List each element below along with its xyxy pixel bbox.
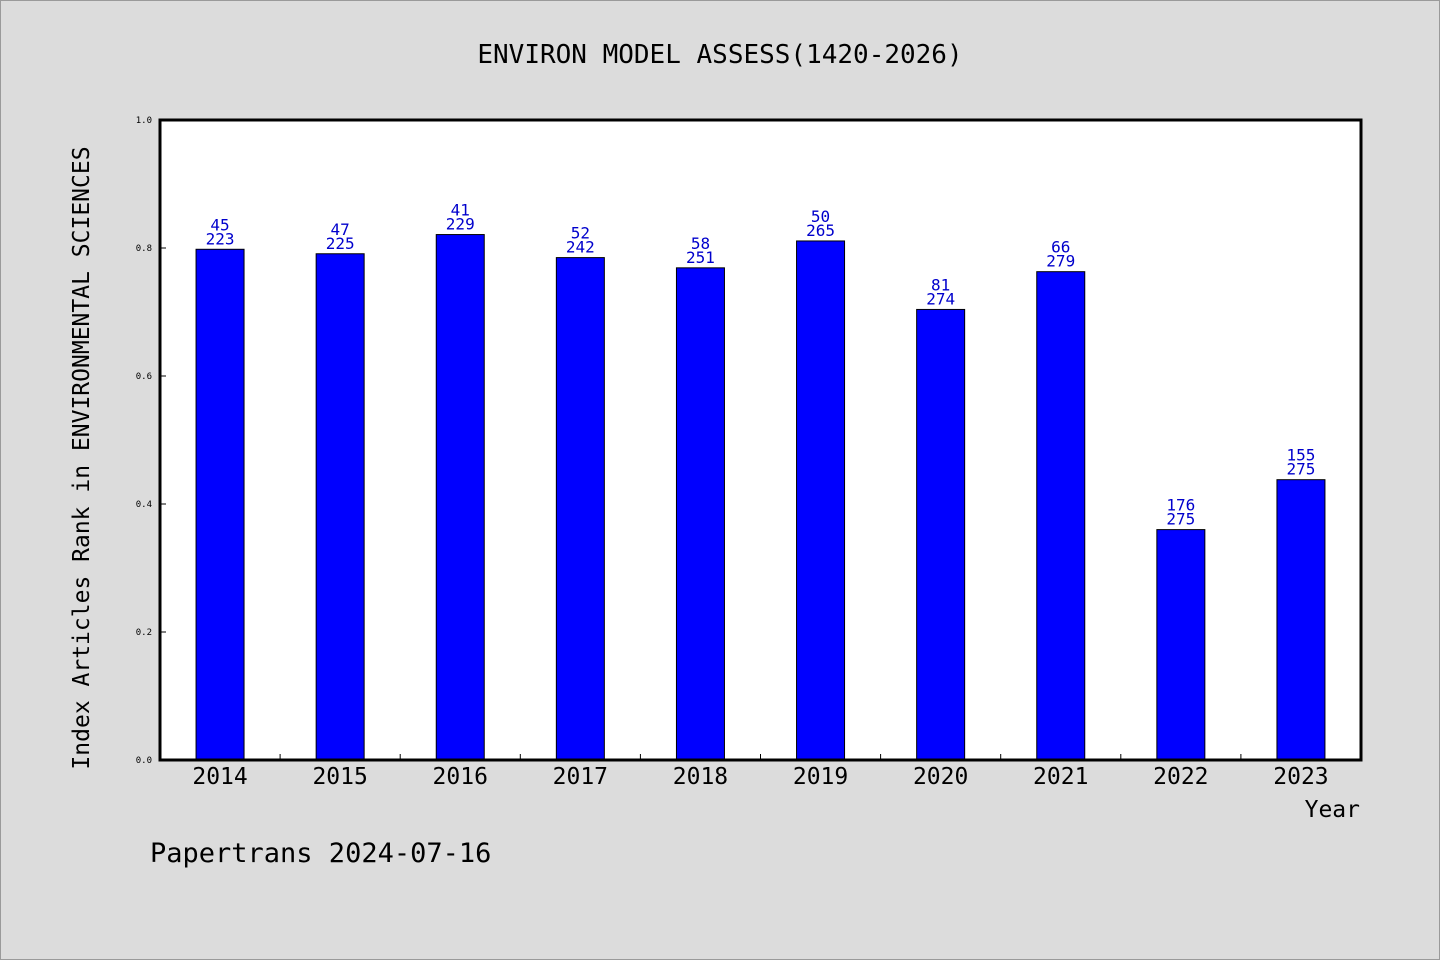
x-tick-label: 2019: [793, 764, 848, 790]
bar-total-label: 242: [566, 238, 595, 257]
x-axis-label: Year: [1305, 797, 1360, 823]
bars-layer: [195, 234, 1326, 761]
bar-total-label: 265: [806, 221, 835, 240]
chart-title: ENVIRON MODEL ASSESS(1420-2026): [477, 40, 962, 70]
bar-rank-label: 41: [451, 201, 470, 220]
bar-rank-label: 58: [691, 234, 710, 253]
bar-rank-label: 47: [331, 220, 350, 239]
bar: [1276, 479, 1326, 761]
bar-rank-label: 176: [1166, 496, 1195, 515]
bar: [796, 240, 846, 761]
x-tick-label: 2017: [553, 764, 608, 790]
bar: [435, 234, 485, 761]
bar-rank-label: 50: [811, 207, 830, 226]
y-tick-label: 0.6: [136, 372, 152, 382]
bar-total-label: 275: [1286, 460, 1315, 479]
bar-rank-label: 81: [931, 275, 950, 294]
y-tick-label: 0.8: [136, 244, 152, 254]
bar: [195, 248, 245, 761]
bar-total-label: 229: [446, 215, 475, 234]
bar: [1156, 529, 1206, 761]
bar-total-label: 279: [1046, 252, 1075, 271]
bar-rank-label: 52: [571, 224, 590, 243]
bar-total-label: 223: [206, 229, 235, 248]
bar-rank-label: 66: [1051, 238, 1070, 257]
bar: [916, 308, 966, 761]
y-tick-label: 0.0: [136, 756, 152, 766]
bar-total-label: 225: [326, 234, 355, 253]
x-tick-label: 2022: [1153, 764, 1208, 790]
bar-rank-label: 155: [1286, 446, 1315, 465]
bar: [675, 267, 725, 761]
bar: [315, 253, 365, 761]
plot-border: [158, 118, 1363, 762]
y-tick-label: 1.0: [136, 116, 152, 126]
bar: [555, 257, 605, 761]
y-tick-label: 0.2: [136, 628, 152, 638]
y-axis-label: Index Articles Rank in ENVIRONMENTAL SCI…: [69, 146, 95, 769]
x-tick-label: 2020: [913, 764, 968, 790]
x-tick-label: 2021: [1033, 764, 1088, 790]
x-tick-label: 2016: [433, 764, 488, 790]
x-tick-label: 2015: [312, 764, 367, 790]
y-tick-label: 0.4: [136, 500, 152, 510]
x-tick-label: 2018: [673, 764, 728, 790]
footer-text: Papertrans 2024-07-16: [150, 838, 491, 869]
bar-rank-label: 45: [210, 215, 229, 234]
bar-total-label: 251: [686, 248, 715, 267]
x-tick-label: 2014: [192, 764, 247, 790]
bar-total-label: 274: [926, 289, 955, 308]
x-tick-label: 2023: [1273, 764, 1328, 790]
bar: [1036, 271, 1086, 761]
bar-total-label: 275: [1166, 510, 1195, 529]
